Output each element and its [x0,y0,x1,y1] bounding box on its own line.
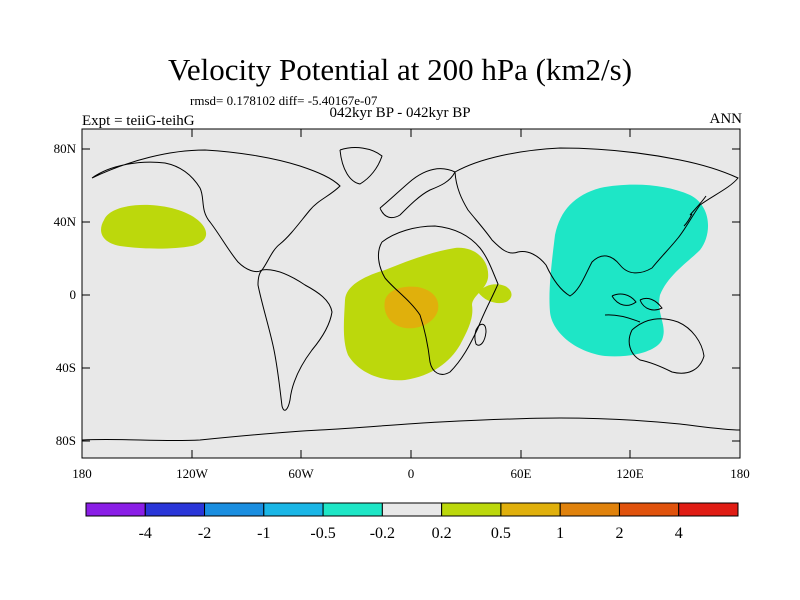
indo-pacific-negative-region [549,184,709,357]
colorbar-box [678,502,739,517]
lon-label-0: 0 [408,466,415,481]
season-label: ANN [709,111,743,127]
colorbar-label: -1 [257,525,270,542]
colorbar-label: -0.2 [370,525,395,542]
colorbar-label: 2 [615,525,623,542]
period-label: 042kyr BP - 042kyr BP [329,105,471,121]
africa-coast [377,225,499,375]
colorbar: -4 -2 -1 -0.5 -0.2 0.2 0.5 1 2 4 [85,502,739,542]
colorbar-label: 4 [675,525,683,542]
lon-label-120w: 120W [176,466,209,481]
lat-label-0: 0 [70,287,77,302]
colorbar-label: 0.2 [432,525,452,542]
colorbar-box [441,502,502,517]
coastlines [81,147,741,442]
south-america-coast [257,269,333,411]
congo-positive-maximum [384,286,439,329]
lon-label-120e: 120E [616,466,644,481]
colorbar-label: -0.5 [310,525,335,542]
colorbar-box [381,502,443,517]
east-africa-positive-lobe [478,284,512,304]
madagascar-coast [474,323,487,346]
lat-label-80s: 80S [56,433,76,448]
lon-ticks [191,129,631,458]
lon-label-180w: 180 [72,466,92,481]
colorbar-box [204,502,265,517]
lat-ticks [82,148,740,442]
australia-coast [628,318,705,374]
maritime-continent-coast [604,293,663,323]
stats-label: rmsd= 0.178102 diff= -5.40167e-07 [190,93,378,108]
colorbar-label: 0.5 [491,525,511,542]
lon-label-180e: 180 [730,466,750,481]
lat-label-80n: 80N [54,141,77,156]
colorbar-label: -2 [198,525,211,542]
lon-label-60w: 60W [288,466,314,481]
experiment-label: Expt = teiiG-teihG [82,113,195,129]
colorbar-label: 1 [556,525,564,542]
contour-fields [101,184,709,381]
chart-title: Velocity Potential at 200 hPa (km2/s) [167,52,633,87]
antarctica-coast [81,417,741,442]
colorbar-box [263,502,324,517]
colorbar-box [559,502,620,517]
lon-label-60e: 60E [511,466,532,481]
lat-label-40s: 40S [56,360,76,375]
colorbar-box [322,502,383,517]
colorbar-labels: -4 -2 -1 -0.5 -0.2 0.2 0.5 1 2 4 [139,525,683,542]
colorbar-box [144,502,206,517]
japan-coast [683,195,707,227]
europe-coast [379,168,456,219]
lat-label-40n: 40N [54,214,77,229]
eurasia-coast [454,147,739,297]
colorbar-box [618,502,680,517]
north-pacific-positive-region [101,204,207,249]
greenland-coast [339,147,383,185]
north-america-coast [91,149,341,273]
colorbar-box [85,502,146,517]
colorbar-boxes [85,502,739,517]
colorbar-label: -4 [139,525,152,542]
colorbar-box [500,502,561,517]
